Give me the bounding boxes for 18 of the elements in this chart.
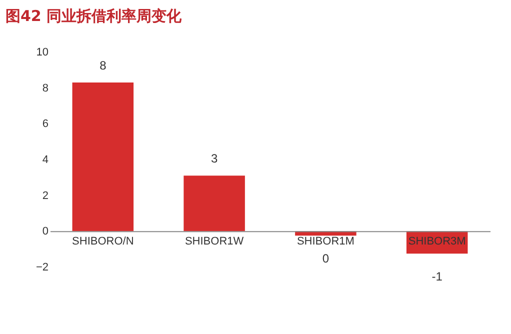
chart-title: 图42 同业拆借利率周变化 (5, 7, 183, 25)
data-label: 3 (210, 152, 218, 166)
data-label: 8 (100, 58, 107, 72)
bar (184, 176, 245, 232)
y-tick-label: 0 (42, 226, 48, 238)
y-tick-label: 4 (42, 154, 48, 166)
y-tick-label: 6 (42, 118, 48, 130)
data-label: 0 (322, 252, 330, 266)
y-tick-label: −2 (36, 262, 48, 274)
bar (72, 82, 134, 232)
x-tick-label: SHIBOR3M (408, 236, 466, 248)
y-tick-label: 8 (42, 82, 48, 94)
x-tick-label: SHIBOR1M (296, 236, 354, 248)
y-tick-label: 10 (36, 46, 48, 58)
x-tick-label: SHIBORO/N (72, 236, 134, 248)
data-label: -1 (432, 270, 443, 284)
y-tick-label: 2 (42, 190, 48, 202)
x-tick-label: SHIBOR1W (184, 236, 244, 248)
